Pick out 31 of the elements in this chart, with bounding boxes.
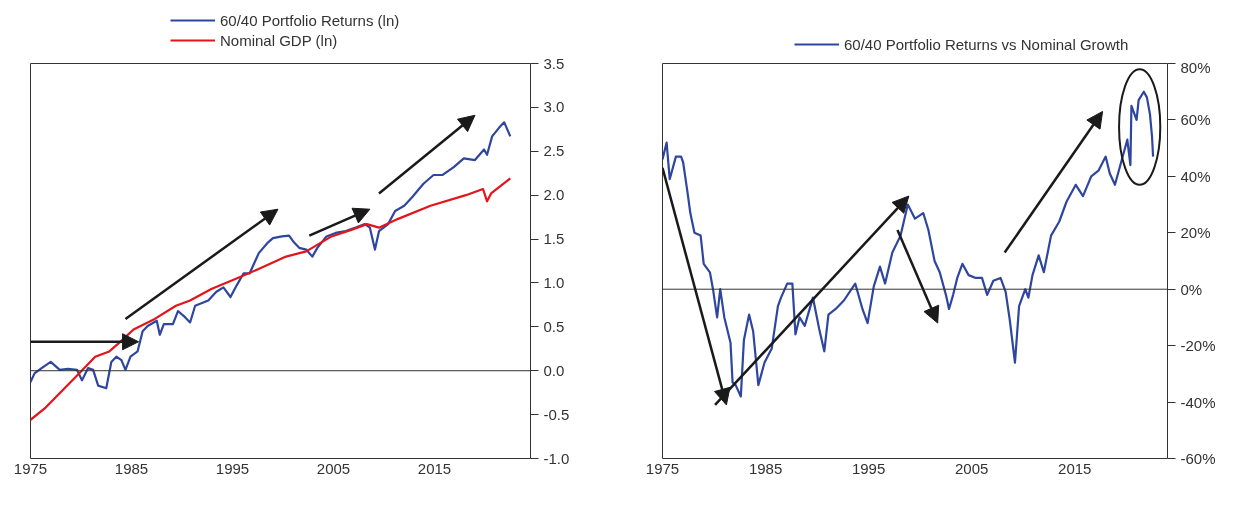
x-tick-label: 1995 [215, 459, 250, 477]
x-tick-label: 1985 [748, 459, 783, 477]
legend-label: Nominal GDP (ln) [220, 31, 338, 49]
y-tick-label: -40% [1180, 393, 1216, 411]
y-tick-label: 0.5 [543, 317, 565, 335]
legend-label: 60/40 Portfolio Returns vs Nominal Growth [844, 35, 1129, 53]
y-tick-label: 1.5 [543, 230, 565, 248]
y-tick-label: 20% [1180, 224, 1211, 242]
x-tick-label: 1985 [114, 459, 149, 477]
y-tick-label: -1.0 [543, 449, 570, 467]
y-tick-label: -60% [1180, 450, 1216, 467]
y-tick-label: 2.5 [543, 142, 565, 160]
x-tick-label: 1995 [851, 459, 886, 477]
y-tick-label: -0.5 [543, 405, 570, 423]
y-tick-label: 0.0 [543, 361, 565, 379]
legend-label: 60/40 Portfolio Returns (ln) [220, 11, 400, 29]
x-tick-label: 2015 [1058, 459, 1092, 477]
y-tick-label: 0% [1180, 280, 1203, 298]
x-tick-label: 2005 [955, 459, 989, 477]
x-tick-label: 1975 [645, 459, 680, 477]
y-tick-label: 1.0 [543, 273, 565, 291]
y-tick-label: -20% [1180, 337, 1216, 355]
y-tick-label: 2.0 [543, 186, 565, 204]
y-tick-label: 40% [1180, 167, 1211, 185]
y-tick-label: 3.0 [543, 98, 565, 116]
x-tick-label: 2005 [316, 459, 351, 477]
y-tick-label: 80% [1180, 58, 1211, 76]
y-tick-label: 3.5 [543, 54, 565, 72]
x-tick-label: 2015 [417, 459, 452, 477]
y-tick-label: 60% [1180, 111, 1211, 129]
x-tick-label: 1975 [13, 459, 48, 477]
